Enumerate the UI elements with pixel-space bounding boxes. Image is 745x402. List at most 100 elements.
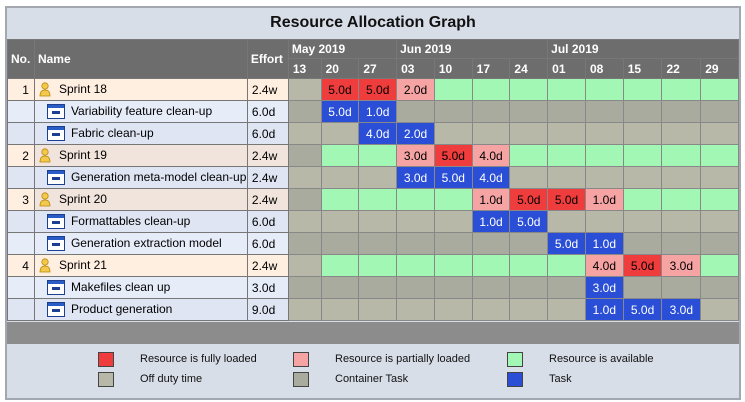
allocation-cell-off[interactable] bbox=[287, 166, 322, 189]
allocation-cell-off[interactable] bbox=[509, 122, 549, 145]
allocation-cell-off[interactable] bbox=[396, 298, 435, 321]
allocation-cell-task[interactable]: 5.0d bbox=[622, 298, 663, 321]
allocation-cell-off[interactable] bbox=[320, 210, 360, 233]
allocation-cell-off[interactable] bbox=[547, 298, 586, 321]
allocation-cell-container[interactable] bbox=[471, 232, 511, 255]
task-row[interactable]: Fabric clean-up 6.0d 4.0d 2.0d bbox=[7, 122, 739, 145]
allocation-cell-off[interactable] bbox=[661, 210, 702, 233]
allocation-cell-task[interactable]: 3.0d bbox=[396, 166, 435, 189]
allocation-cell-task[interactable]: 1.0d bbox=[584, 232, 624, 255]
allocation-cell-off[interactable] bbox=[396, 210, 435, 233]
allocation-cell-container[interactable] bbox=[396, 232, 435, 255]
allocation-cell-partial[interactable]: 1.0d bbox=[584, 188, 624, 211]
allocation-cell-off[interactable] bbox=[509, 298, 549, 321]
allocation-cell-available[interactable] bbox=[700, 78, 739, 101]
allocation-cell-container[interactable] bbox=[287, 188, 322, 211]
allocation-cell-available[interactable] bbox=[622, 144, 663, 167]
allocation-cell-off[interactable] bbox=[358, 298, 398, 321]
allocation-cell-off[interactable] bbox=[622, 122, 663, 145]
allocation-cell-available[interactable] bbox=[509, 254, 549, 277]
row-name-cell[interactable]: Fabric clean-up bbox=[33, 122, 248, 145]
allocation-cell-task[interactable]: 5.0d bbox=[547, 232, 586, 255]
allocation-cell-available[interactable] bbox=[320, 254, 360, 277]
allocation-cell-container[interactable] bbox=[287, 100, 322, 123]
allocation-cell-task[interactable]: 4.0d bbox=[471, 166, 511, 189]
row-name-cell[interactable]: Formattables clean-up bbox=[33, 210, 248, 233]
allocation-cell-off[interactable] bbox=[622, 210, 663, 233]
allocation-cell-partial[interactable]: 3.0d bbox=[396, 144, 435, 167]
header-effort[interactable]: Effort bbox=[246, 39, 289, 79]
allocation-cell-full[interactable]: 5.0d bbox=[547, 188, 586, 211]
allocation-cell-off[interactable] bbox=[320, 166, 360, 189]
allocation-cell-partial[interactable]: 4.0d bbox=[584, 254, 624, 277]
allocation-cell-container[interactable] bbox=[287, 232, 322, 255]
allocation-cell-off[interactable] bbox=[547, 122, 586, 145]
allocation-cell-available[interactable] bbox=[509, 78, 549, 101]
allocation-cell-partial[interactable]: 4.0d bbox=[471, 144, 511, 167]
row-name-cell[interactable]: Generation extraction model bbox=[33, 232, 248, 255]
allocation-cell-off[interactable] bbox=[700, 298, 739, 321]
allocation-cell-container[interactable] bbox=[396, 100, 435, 123]
task-row[interactable]: Makefiles clean up 3.0d 3.0d bbox=[7, 276, 739, 299]
row-name-cell[interactable]: Sprint 19 bbox=[33, 144, 248, 167]
allocation-cell-container[interactable] bbox=[396, 276, 435, 299]
allocation-cell-available[interactable] bbox=[433, 188, 473, 211]
allocation-cell-partial[interactable]: 1.0d bbox=[471, 188, 511, 211]
row-name-cell[interactable]: Variability feature clean-up bbox=[33, 100, 248, 123]
allocation-cell-full[interactable]: 5.0d bbox=[509, 188, 549, 211]
allocation-cell-container[interactable] bbox=[320, 232, 360, 255]
allocation-cell-container[interactable] bbox=[700, 276, 739, 299]
allocation-cell-available[interactable] bbox=[584, 144, 624, 167]
allocation-cell-available[interactable] bbox=[547, 254, 586, 277]
row-name-cell[interactable]: Sprint 21 bbox=[33, 254, 248, 277]
allocation-cell-full[interactable]: 5.0d bbox=[433, 144, 473, 167]
allocation-cell-container[interactable] bbox=[622, 276, 663, 299]
allocation-cell-off[interactable] bbox=[584, 166, 624, 189]
allocation-cell-available[interactable] bbox=[320, 144, 360, 167]
allocation-cell-task[interactable]: 4.0d bbox=[358, 122, 398, 145]
allocation-cell-task[interactable]: 5.0d bbox=[320, 100, 360, 123]
allocation-cell-available[interactable] bbox=[547, 144, 586, 167]
allocation-cell-off[interactable] bbox=[433, 210, 473, 233]
allocation-cell-task[interactable]: 1.0d bbox=[584, 298, 624, 321]
allocation-cell-off[interactable] bbox=[358, 166, 398, 189]
allocation-cell-container[interactable] bbox=[661, 100, 702, 123]
allocation-cell-container[interactable] bbox=[471, 100, 511, 123]
allocation-cell-off[interactable] bbox=[547, 210, 586, 233]
allocation-cell-task[interactable]: 5.0d bbox=[509, 210, 549, 233]
allocation-cell-container[interactable] bbox=[287, 144, 322, 167]
allocation-cell-available[interactable] bbox=[358, 254, 398, 277]
allocation-cell-container[interactable] bbox=[547, 276, 586, 299]
allocation-cell-full[interactable]: 5.0d bbox=[622, 254, 663, 277]
sprint-row[interactable]: 4 Sprint 21 2.4w 4.0d 5.0d 3.0d bbox=[7, 254, 739, 277]
allocation-cell-off[interactable] bbox=[320, 298, 360, 321]
allocation-cell-partial[interactable]: 2.0d bbox=[396, 78, 435, 101]
header-no[interactable]: No. bbox=[7, 39, 35, 79]
allocation-cell-container[interactable] bbox=[700, 100, 739, 123]
allocation-cell-container[interactable] bbox=[661, 276, 702, 299]
allocation-cell-available[interactable] bbox=[471, 78, 511, 101]
allocation-cell-off[interactable] bbox=[622, 166, 663, 189]
allocation-cell-available[interactable] bbox=[584, 78, 624, 101]
allocation-cell-container[interactable] bbox=[433, 232, 473, 255]
allocation-cell-available[interactable] bbox=[700, 144, 739, 167]
allocation-cell-available[interactable] bbox=[471, 254, 511, 277]
allocation-cell-full[interactable]: 5.0d bbox=[358, 78, 398, 101]
allocation-cell-container[interactable] bbox=[509, 232, 549, 255]
sprint-row[interactable]: 2 Sprint 19 2.4w 3.0d 5.0d 4.0d bbox=[7, 144, 739, 167]
row-name-cell[interactable]: Product generation bbox=[33, 298, 248, 321]
allocation-cell-task[interactable]: 5.0d bbox=[433, 166, 473, 189]
allocation-cell-off[interactable] bbox=[433, 298, 473, 321]
allocation-cell-container[interactable] bbox=[622, 232, 663, 255]
allocation-cell-off[interactable] bbox=[700, 122, 739, 145]
sprint-row[interactable]: 3 Sprint 20 2.4w 1.0d 5.0d 5.0d 1.0d bbox=[7, 188, 739, 211]
allocation-cell-off[interactable] bbox=[584, 210, 624, 233]
task-row[interactable]: Generation meta-model clean-up 2.4w 3.0d 5.… bbox=[7, 166, 739, 189]
allocation-cell-off[interactable] bbox=[584, 122, 624, 145]
allocation-cell-available[interactable] bbox=[396, 254, 435, 277]
allocation-cell-container[interactable] bbox=[622, 100, 663, 123]
allocation-cell-task[interactable]: 1.0d bbox=[358, 100, 398, 123]
allocation-cell-off[interactable] bbox=[287, 210, 322, 233]
allocation-cell-available[interactable] bbox=[358, 188, 398, 211]
allocation-cell-container[interactable] bbox=[509, 276, 549, 299]
